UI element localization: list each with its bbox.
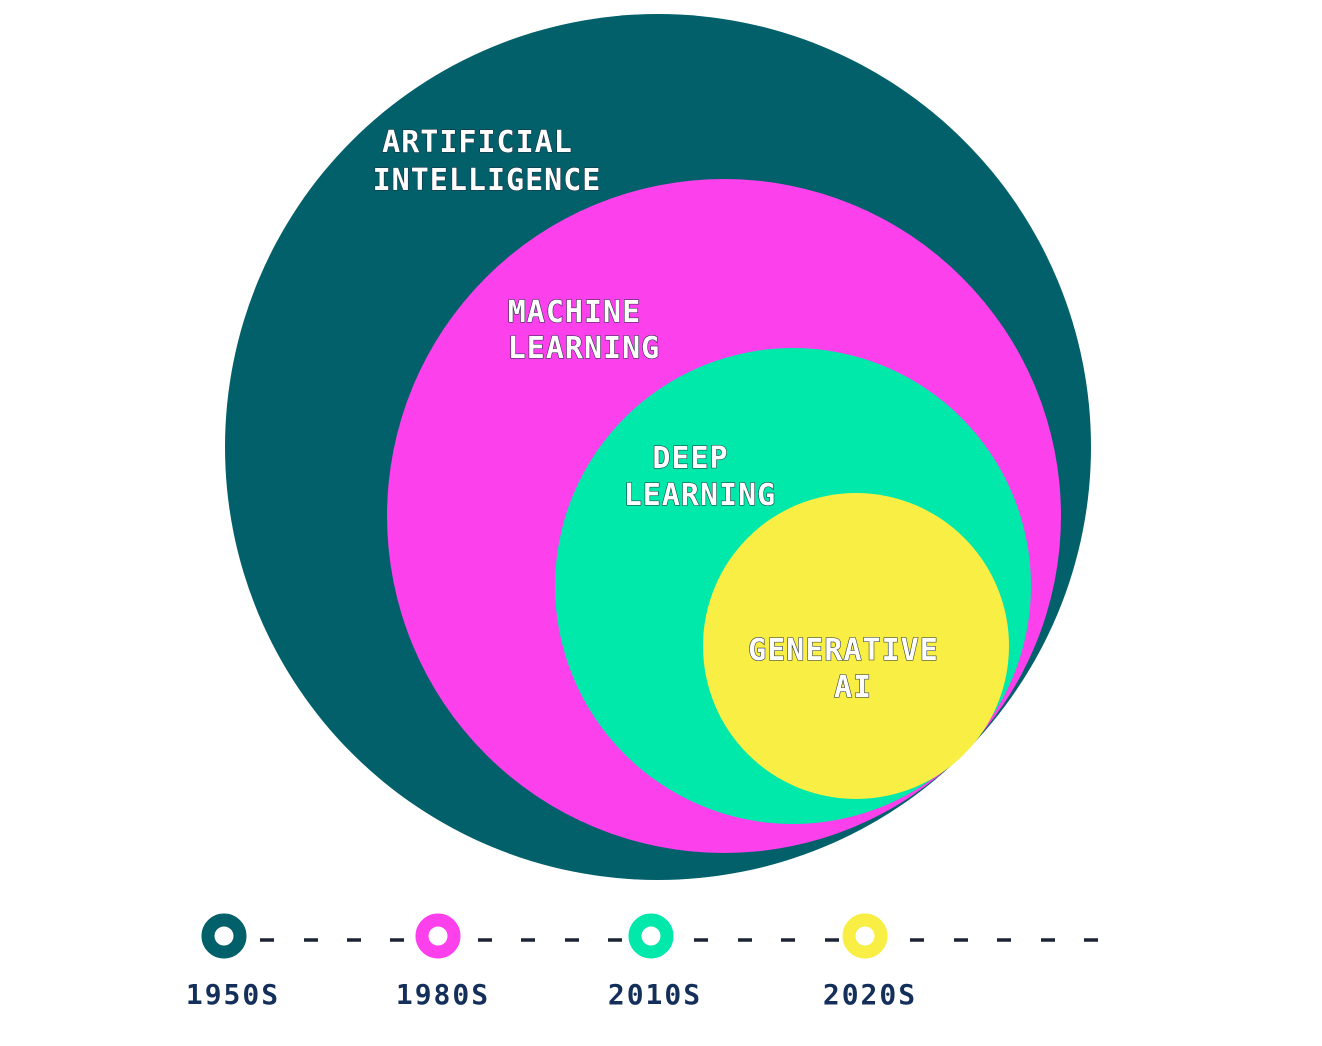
machine-learning-label-line-2: LEARNING <box>508 331 661 366</box>
timeline-marker-2010s <box>628 913 674 959</box>
artificial-intelligence-label-line-2: INTELLIGENCE <box>373 163 602 198</box>
machine-learning-label: MACHINE LEARNING <box>508 295 661 366</box>
artificial-intelligence-label: ARTIFICIAL INTELLIGENCE <box>373 125 602 198</box>
artificial-intelligence-label-line-1: ARTIFICIAL <box>382 125 573 160</box>
deep-learning-label-line-1: DEEP <box>652 441 728 476</box>
timeline-marker-1980s <box>415 913 461 959</box>
generative-ai-circle <box>703 493 1009 799</box>
generative-ai-label: GENERATIVE AI <box>748 633 958 705</box>
era-label-1950s: 1950S <box>186 978 280 1011</box>
era-label-2020s: 2020S <box>823 978 917 1011</box>
timeline-marker-2020s <box>842 913 888 959</box>
generative-ai-label-line-2: AI <box>834 670 872 705</box>
era-label-1980s: 1980S <box>396 978 490 1011</box>
machine-learning-label-line-1: MACHINE <box>508 295 641 330</box>
era-label-2010s: 2010S <box>608 978 702 1011</box>
deep-learning-label-line-2: LEARNING <box>624 478 777 513</box>
deep-learning-label: DEEP LEARNING <box>624 441 777 513</box>
timeline-marker-1950s <box>201 913 247 959</box>
generative-ai-label-line-1: GENERATIVE <box>748 633 939 668</box>
